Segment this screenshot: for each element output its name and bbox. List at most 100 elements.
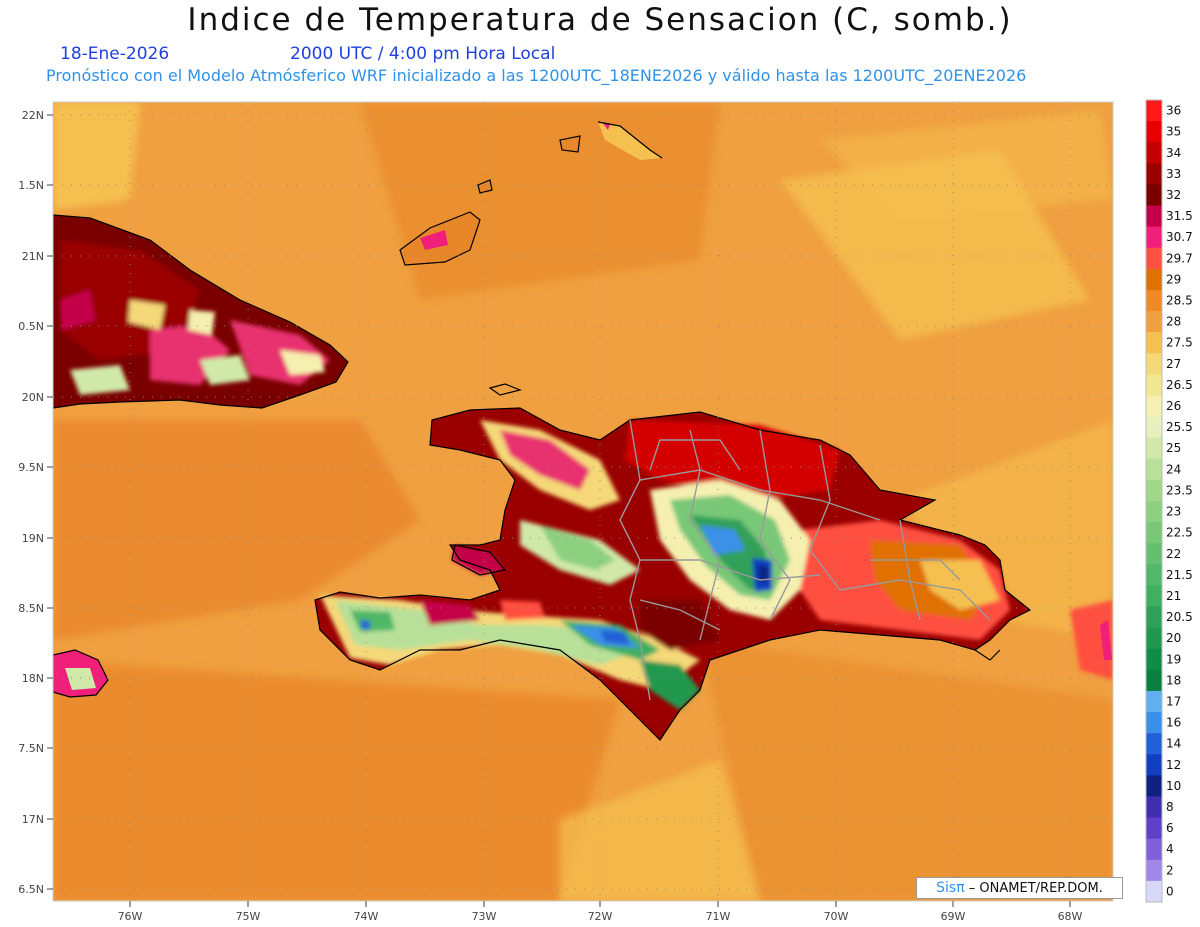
colorbar-label: 21 bbox=[1166, 589, 1181, 603]
colorbar-swatch bbox=[1146, 416, 1162, 439]
colorbar-label: 12 bbox=[1166, 758, 1181, 772]
colorbar-swatch bbox=[1146, 564, 1162, 586]
colorbar-label: 28.5 bbox=[1166, 294, 1193, 308]
colorbar-label: 24 bbox=[1166, 462, 1181, 476]
sispi-logo: Sisπ bbox=[936, 880, 965, 896]
coastlines bbox=[53, 121, 1032, 741]
colorbar-label: 31.5 bbox=[1166, 209, 1193, 223]
lat-label: 18N bbox=[22, 672, 44, 685]
colorbar-label: 16 bbox=[1166, 716, 1181, 730]
colorbar-label: 34 bbox=[1166, 146, 1181, 160]
colorbar-label: 0 bbox=[1166, 884, 1174, 898]
colorbar-label: 20 bbox=[1166, 631, 1181, 645]
colorbar-label: 14 bbox=[1166, 737, 1181, 751]
colorbar-swatch bbox=[1146, 669, 1162, 692]
colorbar-swatch bbox=[1146, 437, 1162, 460]
colorbar-label: 29 bbox=[1166, 272, 1181, 286]
colorbar-label: 25.5 bbox=[1166, 420, 1193, 434]
lon-label: 71W bbox=[706, 910, 731, 923]
lat-label: 0.5N bbox=[18, 320, 44, 333]
map-frame bbox=[52, 101, 1114, 902]
colorbar-label: 20.5 bbox=[1166, 610, 1193, 624]
colorbar-swatch bbox=[1146, 311, 1162, 333]
colorbar-label: 17 bbox=[1166, 695, 1181, 709]
lat-label: 7.5N bbox=[18, 742, 44, 755]
colorbar-swatch bbox=[1146, 880, 1162, 903]
colorbar-swatch bbox=[1146, 479, 1162, 502]
colorbar-swatch bbox=[1146, 268, 1162, 291]
lat-label: 22N bbox=[22, 109, 44, 122]
longitude-labels: 76W 75W 74W 73W 72W 71W 70W 69W 68W bbox=[118, 910, 1083, 923]
colorbar-label: 4 bbox=[1166, 842, 1174, 856]
colorbar-swatch bbox=[1146, 289, 1162, 312]
colorbar-swatch bbox=[1146, 712, 1162, 734]
lon-label: 73W bbox=[472, 910, 497, 923]
colorbar-swatch bbox=[1146, 859, 1162, 882]
lat-label: 17N bbox=[22, 813, 44, 826]
colorbar-swatch bbox=[1146, 522, 1162, 544]
colorbar-swatch bbox=[1146, 690, 1162, 713]
colorbar-swatch bbox=[1146, 817, 1162, 840]
lon-label: 75W bbox=[236, 910, 261, 923]
colorbar-label: 33 bbox=[1166, 167, 1181, 181]
colorbar-swatch bbox=[1146, 543, 1162, 565]
credit-box: Sisπ – ONAMET/REP.DOM. bbox=[916, 877, 1123, 899]
colorbar-swatch bbox=[1146, 100, 1162, 122]
colorbar-swatch bbox=[1146, 247, 1162, 270]
temperature-field bbox=[53, 102, 1113, 901]
colorbar-swatch bbox=[1146, 226, 1162, 249]
colorbar-label: 27.5 bbox=[1166, 336, 1193, 350]
colorbar-swatch bbox=[1146, 374, 1162, 396]
latitude-labels: 22N 1.5N 21N 0.5N 20N 9.5N 19N 8.5N 18N … bbox=[18, 109, 44, 896]
colorbar: 363534333231.530.729.72928.52827.52726.5… bbox=[1145, 99, 1193, 903]
colorbar-swatch bbox=[1146, 458, 1162, 481]
province-boundaries bbox=[619, 419, 991, 701]
colorbar-label: 22 bbox=[1166, 547, 1181, 561]
forecast-date: 18-Ene-2026 bbox=[60, 44, 170, 64]
colorbar-swatch bbox=[1146, 205, 1162, 228]
lat-label: 6.5N bbox=[18, 883, 44, 896]
forecast-description: Pronóstico con el Modelo Atmósferico WRF… bbox=[46, 66, 1027, 85]
colorbar-label: 2 bbox=[1166, 863, 1174, 877]
colorbar-swatch bbox=[1146, 775, 1162, 797]
colorbar-label: 26 bbox=[1166, 399, 1181, 413]
lat-label: 9.5N bbox=[18, 461, 44, 474]
colorbar-swatch bbox=[1146, 796, 1162, 819]
colorbar-swatch bbox=[1146, 606, 1162, 629]
colorbar-swatch bbox=[1146, 627, 1162, 650]
colorbar-label: 35 bbox=[1166, 125, 1181, 139]
colorbar-frame bbox=[1145, 99, 1163, 903]
colorbar-swatch bbox=[1146, 754, 1162, 776]
colorbar-label: 30.7 bbox=[1166, 230, 1193, 244]
colorbar-swatch bbox=[1146, 332, 1162, 354]
colorbar-swatch bbox=[1146, 353, 1162, 375]
colorbar-swatch bbox=[1146, 733, 1162, 755]
lat-label: 1.5N bbox=[18, 179, 44, 192]
colorbar-label: 19 bbox=[1166, 652, 1181, 666]
lat-label: 21N bbox=[22, 250, 44, 263]
colorbar-swatch bbox=[1146, 121, 1162, 143]
colorbar-label: 29.7 bbox=[1166, 251, 1193, 265]
colorbar-swatch bbox=[1146, 184, 1162, 207]
lat-label: 8.5N bbox=[18, 602, 44, 615]
colorbar-swatch bbox=[1146, 163, 1162, 185]
colorbar-label: 27 bbox=[1166, 357, 1181, 371]
axis-ticks bbox=[47, 114, 1071, 907]
colorbar-label: 36 bbox=[1166, 104, 1181, 118]
colorbar-label: 26.5 bbox=[1166, 378, 1193, 392]
credit-text: – ONAMET/REP.DOM. bbox=[968, 881, 1103, 896]
colorbar-label: 21.5 bbox=[1166, 568, 1193, 582]
colorbar-swatch bbox=[1146, 838, 1162, 861]
lon-label: 68W bbox=[1058, 910, 1083, 923]
colorbar-swatch bbox=[1146, 585, 1162, 608]
colorbar-swatch bbox=[1146, 501, 1162, 523]
colorbar-label: 6 bbox=[1166, 821, 1174, 835]
lon-label: 76W bbox=[118, 910, 143, 923]
colorbar-label: 18 bbox=[1166, 673, 1181, 687]
colorbar-label: 23.5 bbox=[1166, 483, 1193, 497]
colorbar-label: 32 bbox=[1166, 188, 1181, 202]
colorbar-swatch bbox=[1146, 395, 1162, 418]
colorbar-label: 23 bbox=[1166, 505, 1181, 519]
forecast-time: 2000 UTC / 4:00 pm Hora Local bbox=[290, 44, 556, 64]
